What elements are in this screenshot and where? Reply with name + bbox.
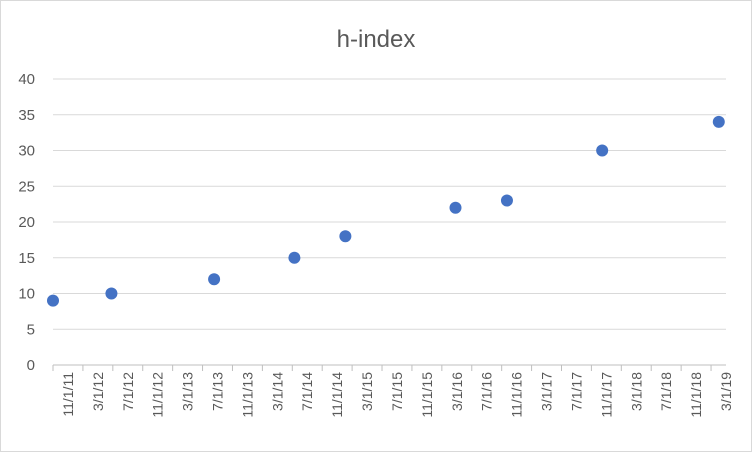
x-axis: [52, 364, 726, 371]
data-point: [449, 201, 462, 214]
x-tick-label: 7/1/18: [658, 372, 674, 411]
x-tick-label: 11/1/12: [150, 372, 166, 418]
x-tick-label: 3/1/13: [180, 372, 196, 411]
x-tick-label: 11/1/18: [688, 372, 704, 418]
x-axis-tick-labels: 11/1/11 3/1/12 7/1/12 11/1/12 3/1/13 7/1/13 11…: [60, 372, 734, 418]
x-tick-label: 11/1/17: [598, 372, 614, 418]
x-tick-label: 7/1/17: [568, 372, 584, 411]
y-tick-label: 25: [18, 178, 35, 195]
x-tick-label: 11/1/16: [509, 372, 525, 418]
y-tick-label: 10: [18, 286, 35, 303]
data-point: [47, 294, 59, 307]
chart-title: h-index: [337, 26, 416, 53]
x-tick-label: 3/1/18: [628, 372, 644, 411]
x-tick-label: 7/1/13: [210, 372, 226, 411]
y-tick-label: 20: [18, 214, 35, 231]
y-tick-label: 40: [18, 71, 35, 88]
x-tick-label: 7/1/12: [120, 372, 136, 411]
x-tick-label: 3/1/19: [718, 372, 734, 411]
x-tick-label: 7/1/15: [389, 372, 405, 411]
x-tick-label: 3/1/16: [449, 372, 465, 411]
y-tick-label: 15: [18, 250, 35, 267]
data-point: [596, 144, 609, 157]
x-tick-label: 3/1/12: [90, 372, 106, 411]
y-axis-tick-labels: 0 5 10 15 20 25 30 35 40: [18, 71, 35, 374]
data-points: [47, 115, 725, 307]
x-tick-label: 11/1/14: [329, 372, 345, 418]
x-tick-label: 11/1/11: [60, 372, 76, 417]
y-tick-label: 30: [18, 143, 35, 160]
data-point: [105, 287, 118, 300]
y-tick-label: 5: [27, 321, 35, 338]
data-point: [288, 251, 301, 264]
x-tick-label: 3/1/14: [269, 372, 285, 411]
gridlines: [53, 78, 726, 330]
data-point: [712, 115, 725, 128]
data-point: [208, 273, 221, 286]
x-tick-label: 11/1/13: [239, 372, 255, 418]
y-tick-label: 0: [27, 357, 35, 374]
x-tick-label: 7/1/14: [299, 372, 315, 411]
y-tick-label: 35: [18, 107, 35, 124]
x-tick-label: 7/1/16: [479, 372, 495, 411]
x-tick-label: 11/1/15: [419, 372, 435, 418]
x-tick-label: 3/1/15: [359, 372, 375, 411]
data-point: [500, 194, 513, 207]
x-tick-label: 3/1/17: [539, 372, 555, 411]
data-point: [339, 230, 352, 243]
